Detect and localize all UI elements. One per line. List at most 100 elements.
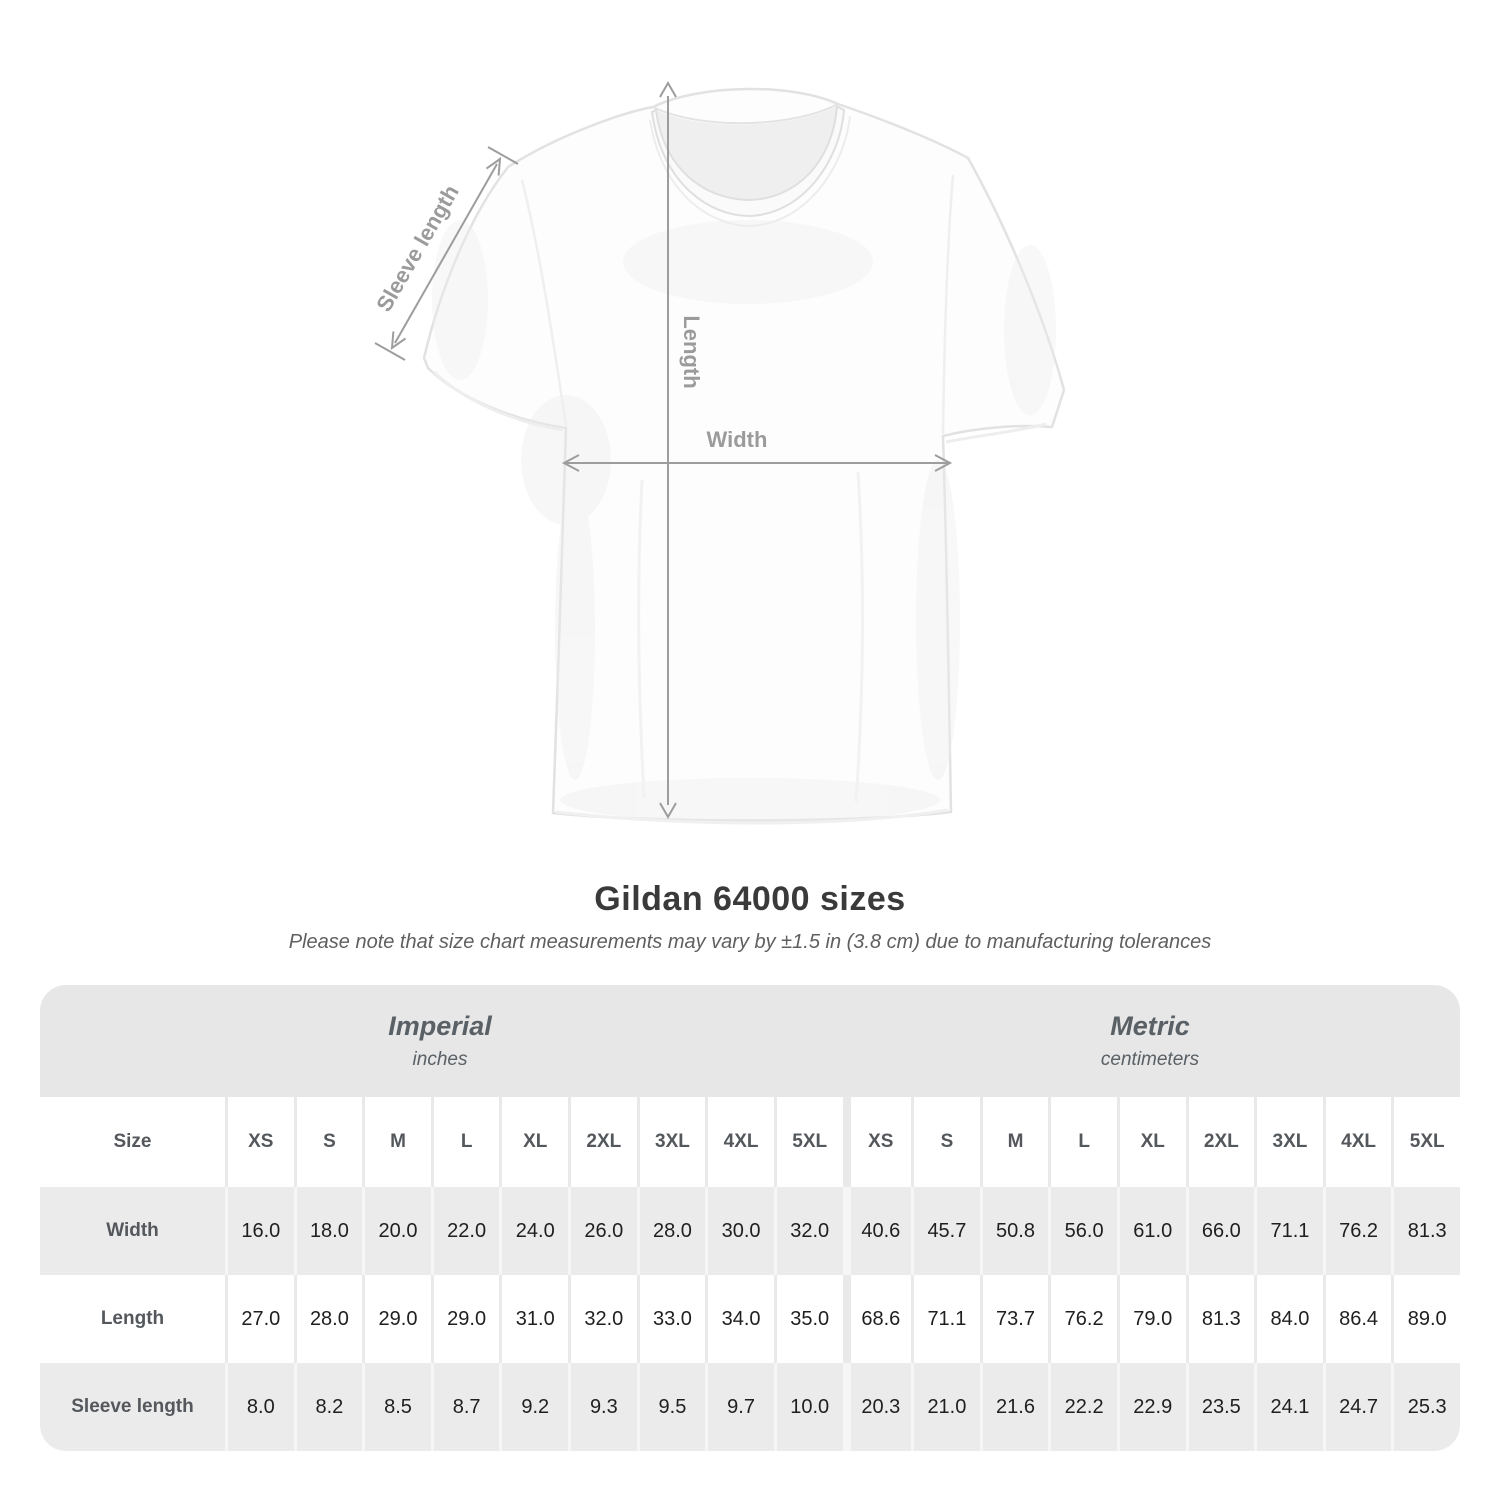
length-label: Length [679, 315, 704, 388]
value-cell-metric: 22.2 [1048, 1363, 1117, 1451]
group-header-metric: Metric centimeters [840, 985, 1460, 1097]
measurement-annotations [374, 80, 953, 820]
value-cell-imperial: 8.2 [293, 1363, 363, 1451]
size-col-metric-l: L [1048, 1097, 1117, 1187]
value-cell-metric: 24.1 [1254, 1363, 1323, 1451]
value-cell-imperial: 10.0 [773, 1363, 843, 1451]
size-col-metric-s: S [911, 1097, 980, 1187]
value-cell-metric: 56.0 [1048, 1187, 1117, 1275]
value-cell-imperial: 29.0 [362, 1275, 431, 1363]
value-cell-metric: 68.6 [842, 1275, 912, 1363]
value-cell-imperial: 8.0 [225, 1363, 294, 1451]
unit-group-band: Imperial inches Metric centimeters [40, 985, 1460, 1097]
value-cell-metric: 86.4 [1322, 1275, 1392, 1363]
size-col-imperial-xl: XL [499, 1097, 568, 1187]
size-col-metric-3xl: 3XL [1254, 1097, 1323, 1187]
page-title: Gildan 64000 sizes [594, 880, 906, 918]
value-cell-imperial: 24.0 [499, 1187, 568, 1275]
group-name-imperial: Imperial [388, 1011, 492, 1041]
value-cell-imperial: 29.0 [430, 1275, 500, 1363]
measure-row-width: Width 16.0 18.0 20.0 22.0 24.0 26.0 28.0 30.0 32.… [40, 1187, 1460, 1275]
value-cell-imperial: 9.7 [705, 1363, 774, 1451]
value-cell-metric: 89.0 [1391, 1275, 1460, 1363]
value-cell-metric: 71.1 [1254, 1187, 1323, 1275]
value-cell-metric: 45.7 [911, 1187, 980, 1275]
value-cell-imperial: 9.5 [636, 1363, 706, 1451]
value-cell-metric: 24.7 [1322, 1363, 1392, 1451]
size-col-imperial-m: M [362, 1097, 431, 1187]
value-cell-imperial: 30.0 [705, 1187, 774, 1275]
row-label: Sleeve length [71, 1396, 194, 1417]
collar-opening [656, 106, 837, 200]
group-unit-imperial: inches [412, 1049, 468, 1070]
value-cell-metric: 61.0 [1116, 1187, 1186, 1275]
value-cell-metric: 23.5 [1185, 1363, 1255, 1451]
value-cell-imperial: 22.0 [430, 1187, 500, 1275]
value-cell-imperial: 20.0 [362, 1187, 431, 1275]
page-subtitle: Please note that size chart measurements… [288, 931, 1212, 953]
size-col-imperial-l: L [430, 1097, 500, 1187]
tshirt-graphic [422, 87, 1066, 825]
tshirt-measurement-diagram: Sleeve length Length Width [371, 80, 1066, 825]
size-col-metric-m: M [979, 1097, 1049, 1187]
value-cell-metric: 21.6 [979, 1363, 1049, 1451]
size-col-imperial-5xl: 5XL [773, 1097, 843, 1187]
size-col-imperial-xs: XS [225, 1097, 294, 1187]
size-grid: Size XS S M L XL 2XL 3XL 4XL 5XL XS S M L XL 2XL 3XL 4XL 5… [40, 1097, 1460, 1451]
sleeve-length-arrow [374, 146, 519, 361]
collar-band [650, 103, 846, 218]
value-cell-metric: 81.3 [1185, 1275, 1255, 1363]
value-cell-imperial: 32.0 [773, 1187, 843, 1275]
size-col-imperial-2xl: 2XL [568, 1097, 637, 1187]
value-cell-imperial: 28.0 [636, 1187, 706, 1275]
value-cell-imperial: 28.0 [293, 1275, 363, 1363]
value-cell-imperial: 35.0 [773, 1275, 843, 1363]
size-col-metric-2xl: 2XL [1185, 1097, 1255, 1187]
value-cell-metric: 84.0 [1254, 1275, 1323, 1363]
row-label: Width [106, 1220, 159, 1241]
value-cell-imperial: 8.7 [430, 1363, 500, 1451]
value-cell-metric: 21.0 [911, 1363, 980, 1451]
value-cell-imperial: 33.0 [636, 1275, 706, 1363]
size-col-metric-5xl: 5XL [1391, 1097, 1460, 1187]
value-cell-metric: 76.2 [1322, 1187, 1392, 1275]
measure-row-length: Length 27.0 28.0 29.0 29.0 31.0 32.0 33.0 34.0 35… [40, 1275, 1460, 1363]
length-arrow [659, 80, 677, 820]
size-col-metric-xl: XL [1116, 1097, 1186, 1187]
title-block: Gildan 64000 sizes Please note that size… [0, 880, 1500, 954]
value-cell-metric: 79.0 [1116, 1275, 1186, 1363]
size-col-metric-xs: XS [842, 1097, 912, 1187]
size-col-metric-4xl: 4XL [1322, 1097, 1392, 1187]
group-unit-metric: centimeters [1100, 1049, 1200, 1070]
value-cell-metric: 76.2 [1048, 1275, 1117, 1363]
value-cell-imperial: 32.0 [568, 1275, 637, 1363]
value-cell-imperial: 9.3 [568, 1363, 637, 1451]
value-cell-imperial: 16.0 [225, 1187, 294, 1275]
value-cell-metric: 73.7 [979, 1275, 1049, 1363]
value-cell-imperial: 18.0 [293, 1187, 363, 1275]
value-cell-metric: 66.0 [1185, 1187, 1255, 1275]
value-cell-imperial: 34.0 [705, 1275, 774, 1363]
width-label: Width [707, 427, 768, 452]
width-arrow [561, 454, 953, 472]
measure-row-sleeve-length: Sleeve length 8.0 8.2 8.5 8.7 9.2 9.3 9.5 9.7 10.… [40, 1363, 1460, 1451]
value-cell-metric: 40.6 [842, 1187, 912, 1275]
value-cell-metric: 50.8 [979, 1187, 1049, 1275]
size-col-imperial-3xl: 3XL [636, 1097, 706, 1187]
value-cell-imperial: 31.0 [499, 1275, 568, 1363]
size-col-imperial-s: S [293, 1097, 363, 1187]
size-corner-label: Size [113, 1131, 152, 1152]
value-cell-metric: 81.3 [1391, 1187, 1460, 1275]
row-label: Length [100, 1308, 165, 1329]
group-name-metric: Metric [1110, 1011, 1190, 1041]
value-cell-metric: 71.1 [911, 1275, 980, 1363]
value-cell-metric: 22.9 [1116, 1363, 1186, 1451]
size-header-row: Size XS S M L XL 2XL 3XL 4XL 5XL XS S M L XL 2XL 3XL 4XL 5… [40, 1097, 1460, 1187]
size-col-imperial-4xl: 4XL [705, 1097, 774, 1187]
value-cell-imperial: 27.0 [225, 1275, 294, 1363]
value-cell-imperial: 8.5 [362, 1363, 431, 1451]
value-cell-imperial: 9.2 [499, 1363, 568, 1451]
value-cell-imperial: 26.0 [568, 1187, 637, 1275]
value-cell-metric: 25.3 [1391, 1363, 1460, 1451]
